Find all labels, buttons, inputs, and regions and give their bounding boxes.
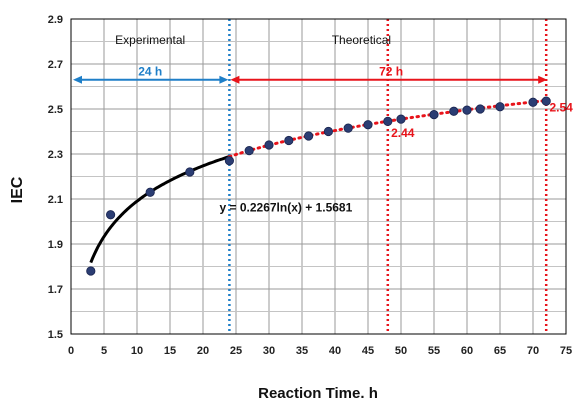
y-tick-labels: 1.5 1.7 1.9 2.1 2.3 2.5 2.7 2.9 xyxy=(48,14,63,341)
data-point xyxy=(284,135,294,146)
data-point xyxy=(429,110,439,120)
data-point xyxy=(86,266,96,276)
x-tick-label: 40 xyxy=(329,345,341,357)
data-point xyxy=(449,106,459,116)
y-tick-label: 1.5 xyxy=(48,329,63,341)
data-point xyxy=(462,105,472,115)
x-tick-label: 75 xyxy=(560,345,572,357)
y-tick-label: 2.3 xyxy=(48,149,63,161)
data-point xyxy=(106,210,116,220)
x-axis-title: Reaction Time. h xyxy=(258,385,378,402)
theoretical-span-label: 72 h xyxy=(379,65,403,79)
x-tick-label: 20 xyxy=(197,345,209,357)
data-point xyxy=(145,187,155,197)
theoretical-region-label: Theoretical xyxy=(332,33,391,47)
y-tick-label: 2.5 xyxy=(48,104,63,116)
y-tick-label: 1.7 xyxy=(48,284,63,296)
data-point xyxy=(264,140,274,150)
plot-frame xyxy=(70,18,567,335)
data-point xyxy=(185,167,195,177)
data-point xyxy=(224,156,234,166)
fit-equation-label: y = 0.2267ln(x) + 1.5681 xyxy=(220,200,353,214)
y-tick-label: 2.7 xyxy=(48,59,63,71)
x-tick-label: 30 xyxy=(263,345,275,357)
y-tick-label: 2.1 xyxy=(48,194,63,206)
data-point xyxy=(475,104,485,114)
x-tick-label: 15 xyxy=(164,345,176,357)
arrow-head-left-icon xyxy=(230,75,240,84)
data-point xyxy=(495,102,505,112)
x-tick-label: 0 xyxy=(68,345,74,357)
data-point xyxy=(541,96,551,106)
arrow-head-left-icon xyxy=(73,75,82,84)
data-point xyxy=(244,146,254,156)
x-tick-label: 5 xyxy=(101,345,107,357)
experimental-span-label: 24 h xyxy=(138,65,162,79)
experimental-fit-curve xyxy=(89,155,230,264)
y-axis-title: IEC xyxy=(9,176,26,203)
x-tick-label: 70 xyxy=(527,345,539,357)
data-point xyxy=(343,123,353,133)
x-tick-label: 45 xyxy=(362,345,374,357)
span-arrows xyxy=(73,75,548,84)
data-points xyxy=(86,96,551,276)
x-tick-label: 35 xyxy=(296,345,308,357)
y-tick-label: 2.9 xyxy=(48,14,63,26)
x-tick-label: 65 xyxy=(494,345,506,357)
x-tick-labels: 0 5 10 15 20 25 30 35 40 45 50 55 60 65 70 75 xyxy=(68,345,572,357)
arrow-head-right-icon xyxy=(538,75,548,84)
data-point xyxy=(323,126,333,137)
data-point xyxy=(528,97,538,107)
x-tick-label: 55 xyxy=(428,345,440,357)
data-point xyxy=(383,116,393,126)
x-tick-label: 60 xyxy=(461,345,473,357)
data-point xyxy=(396,114,406,124)
experimental-region-label: Experimental xyxy=(115,33,185,47)
data-point xyxy=(363,120,373,130)
x-tick-label: 10 xyxy=(131,345,143,357)
arrow-head-right-icon xyxy=(219,75,229,84)
y-tick-label: 1.9 xyxy=(48,239,63,251)
data-point xyxy=(303,131,314,141)
value-label-72h: 2.54 xyxy=(550,100,574,114)
x-tick-label: 50 xyxy=(395,345,407,357)
value-label-48h: 2.44 xyxy=(391,126,415,140)
x-tick-label: 25 xyxy=(230,345,242,357)
